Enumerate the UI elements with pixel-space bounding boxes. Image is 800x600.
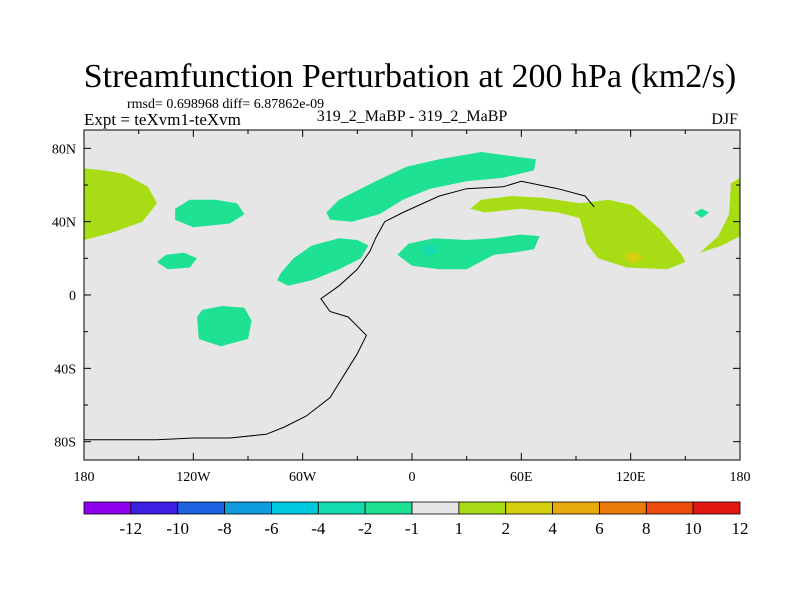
x-axis: 180 120W 60W 0 60E 120E 180 bbox=[74, 130, 751, 485]
contour-region-subtropical-pacific-blob bbox=[156, 252, 197, 270]
contour-layer bbox=[84, 152, 740, 347]
stats-text: rmsd= 0.698968 diff= 6.87862e-09 bbox=[127, 97, 324, 112]
contour-region-asia-center-spot bbox=[625, 251, 644, 264]
y-tick-label: 40S bbox=[54, 362, 76, 377]
colorbar-label: -4 bbox=[311, 519, 326, 538]
chart-title: Streamfunction Perturbation at 200 hPa (… bbox=[84, 58, 737, 95]
colorbar-label: 1 bbox=[455, 519, 464, 538]
contour-region-south-pacific-blob bbox=[197, 306, 252, 347]
colorbar-swatch bbox=[458, 501, 507, 515]
y-tick-label: 0 bbox=[69, 289, 76, 304]
x-tick-label: 60E bbox=[510, 470, 533, 485]
contour-region-north-pacific-blob bbox=[175, 199, 245, 228]
colorbar-swatch bbox=[599, 501, 647, 515]
colorbar-swatch bbox=[271, 501, 319, 515]
colorbar-swatch bbox=[317, 501, 366, 515]
colorbar-swatch bbox=[177, 501, 225, 515]
colorbar-swatch bbox=[692, 501, 741, 515]
colorbar-swatch bbox=[224, 501, 272, 515]
colorbar-label: -12 bbox=[120, 519, 143, 538]
y-tick-label: 40N bbox=[52, 216, 76, 231]
right-label: DJF bbox=[711, 111, 738, 128]
coastline-0 bbox=[84, 180, 595, 441]
y-tick-label: 80S bbox=[54, 436, 76, 451]
colorbar-label: -8 bbox=[217, 519, 231, 538]
colorbar-label: 4 bbox=[548, 519, 557, 538]
contour-region-atlantic-subtropical-blob bbox=[277, 238, 369, 286]
colorbar-label: 6 bbox=[595, 519, 604, 538]
colorbar-label: 12 bbox=[732, 519, 749, 538]
y-tick-label: 80N bbox=[52, 142, 76, 157]
colorbar-swatch bbox=[83, 501, 132, 515]
colorbar-label: -6 bbox=[264, 519, 278, 538]
colorbar-label: 10 bbox=[685, 519, 702, 538]
colorbar-swatch bbox=[130, 501, 179, 515]
contour-region-atlantic-europe-band bbox=[326, 152, 536, 222]
x-tick-label: 120E bbox=[616, 470, 646, 485]
colorbar-swatch bbox=[364, 501, 413, 515]
contour-region-africa-center-spot bbox=[422, 245, 438, 257]
colorbar-label: -2 bbox=[358, 519, 372, 538]
colorbar-swatch bbox=[411, 501, 460, 515]
colorbar-label: 8 bbox=[642, 519, 651, 538]
colorbar: -12 -10 -8 -6 -4 -2 -1 1 2 4 6 8 10 12 bbox=[83, 501, 749, 538]
colorbar-label: 2 bbox=[501, 519, 510, 538]
colorbar-swatch bbox=[552, 501, 600, 515]
center-label: 319_2_MaBP - 319_2_MaBP bbox=[317, 108, 508, 125]
x-tick-label: 60W bbox=[289, 470, 317, 485]
coastline-layer bbox=[84, 180, 595, 441]
contour-region-east-pacific-small-blob bbox=[694, 208, 709, 218]
x-tick-label: 180 bbox=[730, 470, 751, 485]
colorbar-swatch bbox=[505, 501, 553, 515]
x-tick-label: 120W bbox=[176, 470, 211, 485]
x-tick-label: 180 bbox=[74, 470, 95, 485]
left-label: Expt = teXvm1-teXvm bbox=[84, 110, 241, 129]
contour-region-europe-asia-positive bbox=[470, 196, 686, 270]
colorbar-label: -1 bbox=[405, 519, 419, 538]
colorbar-swatch bbox=[645, 501, 694, 515]
x-tick-label: 0 bbox=[409, 470, 416, 485]
colorbar-label: -10 bbox=[166, 519, 189, 538]
contour-region-eastern-edge-positive bbox=[699, 177, 740, 253]
y-axis: 80N 40N 0 40S 80S bbox=[52, 142, 740, 451]
contour-region-africa-asia-band bbox=[397, 234, 540, 270]
contour-region-north-atlantic-positive bbox=[84, 168, 157, 240]
